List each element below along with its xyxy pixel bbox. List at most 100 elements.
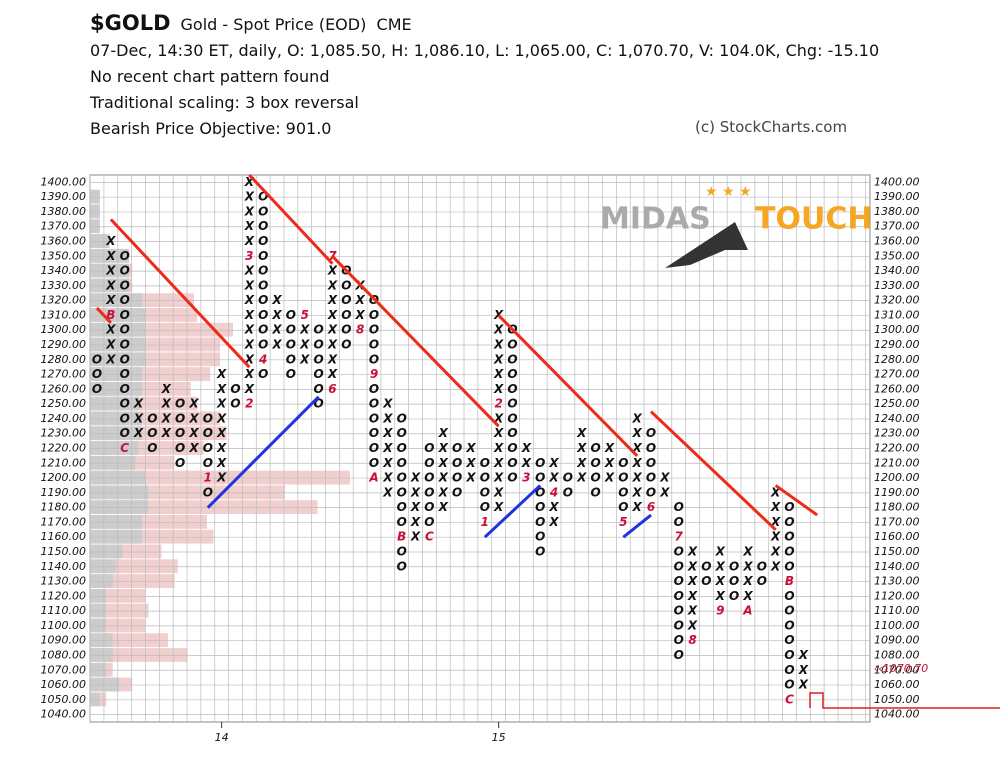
box: X [438,456,449,470]
box: O [397,515,407,529]
y-tick-label-right: 1320.00 [874,294,920,307]
volume-down [90,500,149,515]
box: O [258,190,268,204]
box: O [784,530,794,544]
logo-stars: ★ ★ ★ [705,184,752,200]
box: O [729,559,739,573]
box: X [798,663,809,677]
box: O [258,323,268,337]
box: X [770,530,781,544]
box: X [742,544,753,558]
box: X [244,308,255,322]
box: X [687,544,698,558]
box: O [535,544,545,558]
box: X [216,411,227,425]
box: X [216,456,227,470]
box: X [216,441,227,455]
box: X [244,278,255,292]
box: O [313,382,323,396]
box: O [618,471,628,485]
box: O [480,500,490,514]
y-tick-label-right: 1260.00 [874,382,920,395]
box: O [646,485,656,499]
box: O [258,234,268,248]
box: O [341,308,351,322]
y-tick-label: 1290.00 [41,338,87,351]
volume-down [90,248,129,263]
box: O [286,367,296,381]
box: X [299,338,310,352]
x-tick-label: 15 [492,731,506,744]
box: O [313,352,323,366]
volume-down [90,603,107,618]
trendline [206,395,320,509]
column: XXX [798,648,809,692]
box: X [410,471,421,485]
box: X [382,485,393,499]
box: O [507,352,517,366]
box: X [715,559,726,573]
month-marker: 2 [494,397,502,411]
box: X [632,411,643,425]
volume-down [90,381,142,396]
box: X [216,367,227,381]
box: X [715,574,726,588]
box: O [784,618,794,632]
box: O [313,323,323,337]
box: O [784,544,794,558]
month-marker: C [425,530,434,544]
y-tick-label-right: 1150.00 [874,545,920,558]
box: X [382,456,393,470]
scaling: Traditional scaling: 3 box reversal [90,93,359,112]
box: X [576,426,587,440]
box: X [244,264,255,278]
box: O [507,367,517,381]
y-tick-label: 1190.00 [41,486,87,499]
box: X [770,544,781,558]
box: X [105,249,116,263]
box: O [369,441,379,455]
box: O [286,323,296,337]
box: X [188,426,199,440]
box: O [258,219,268,233]
y-tick-label: 1140.00 [41,560,87,573]
volume-down [90,396,139,411]
y-tick-label: 1160.00 [41,530,87,543]
box: X [244,293,255,307]
box: O [175,426,185,440]
column: XXX [465,441,476,485]
box: O [120,352,130,366]
box: X [188,397,199,411]
box: X [299,352,310,366]
box: X [493,485,504,499]
month-marker: 1 [481,515,489,529]
box: O [286,352,296,366]
y-tick-label: 1170.00 [41,515,87,528]
box: O [258,249,268,263]
volume-down [90,367,142,381]
y-tick-label-right: 1300.00 [874,323,920,336]
box: O [175,441,185,455]
volume-down [90,219,100,234]
y-tick-label-right: 1280.00 [874,353,920,366]
box: X [521,441,532,455]
box: O [784,604,794,618]
y-tick-label-right: 1230.00 [874,427,920,440]
box: O [507,382,517,396]
box: X [216,426,227,440]
column: OO [563,471,573,500]
month-marker: C [785,692,794,706]
y-tick-label: 1120.00 [41,589,87,602]
volume-down [90,574,113,588]
box: X [548,500,559,514]
box: O [452,471,462,485]
box: X [770,485,781,499]
